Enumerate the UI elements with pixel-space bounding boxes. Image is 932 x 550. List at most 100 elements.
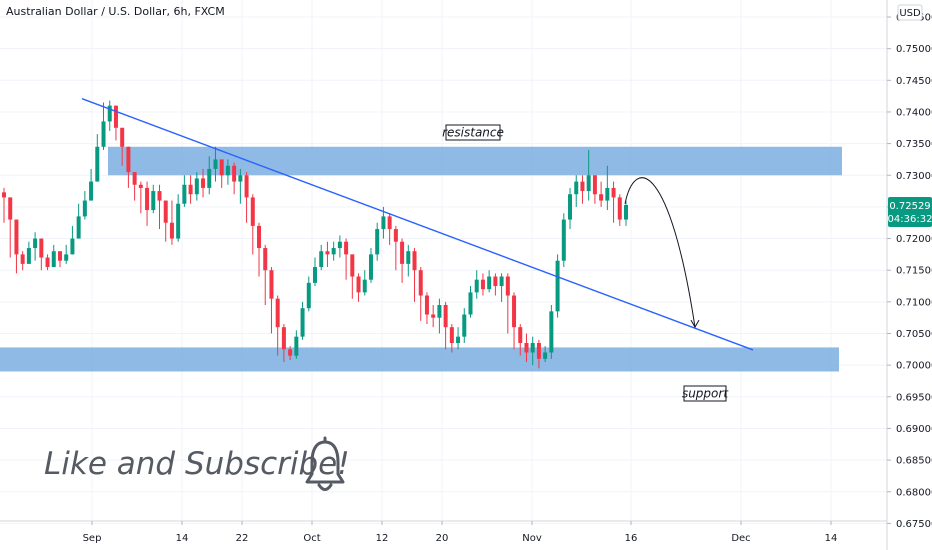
price-tick-label: 0.67500: [896, 519, 932, 530]
candle-body: [313, 267, 317, 283]
candle-body: [250, 197, 255, 226]
candle-body: [368, 254, 373, 280]
candle-body: [549, 311, 554, 353]
time-tick-label: Oct: [303, 533, 320, 544]
candle-body: [8, 197, 13, 220]
candle-body: [344, 241, 349, 255]
chart-grid: [0, 0, 887, 524]
candle-body: [381, 216, 386, 230]
candle-body: [319, 251, 324, 268]
candle-body: [169, 222, 174, 239]
time-tick-label: 16: [625, 533, 638, 544]
candle-body: [76, 216, 81, 239]
support-label: support: [682, 387, 729, 401]
time-axis[interactable]: Sep 14 22 Oct 12 20 Nov 16 Dec 14: [83, 521, 838, 544]
candle-body: [375, 229, 380, 255]
candle-body: [518, 327, 523, 343]
candle-body: [456, 336, 461, 343]
candle-body: [213, 159, 218, 169]
candlestick-series: [2, 100, 628, 369]
chart-title: Australian Dollar / U.S. Dollar, 6h, FXC…: [6, 5, 225, 18]
candle-body: [592, 175, 597, 195]
candle-body: [33, 238, 38, 249]
candle-body: [536, 342, 541, 359]
candle-body: [281, 327, 286, 350]
candle-body: [14, 219, 19, 255]
candle-body: [2, 192, 6, 198]
candle-body: [437, 305, 442, 318]
candle-body: [232, 165, 237, 182]
time-tick-label: 14: [825, 533, 838, 544]
candle-body: [194, 178, 199, 195]
candle-body: [151, 191, 156, 211]
candle-body: [275, 298, 280, 328]
candle-body: [561, 219, 566, 261]
resistance-label-box: [445, 124, 501, 141]
candle-body: [443, 305, 448, 328]
candle-body: [113, 105, 118, 128]
last-price-value: 0.72529: [889, 201, 930, 212]
candle-body: [356, 276, 361, 293]
candle-body: [412, 251, 417, 271]
candle-body: [580, 181, 585, 192]
price-axis[interactable]: 0.755000.750000.745000.740000.735000.730…: [887, 13, 932, 530]
bell-icon[interactable]: [305, 436, 345, 491]
trendline: [81, 98, 754, 351]
candle-body: [555, 260, 560, 312]
candle-body: [393, 229, 398, 242]
candle-body: [406, 251, 411, 264]
resistance-zone: [108, 146, 842, 176]
candle-body: [294, 336, 299, 356]
promo-text: Like and Subscribe!: [44, 446, 350, 482]
candle-body: [474, 279, 479, 293]
candle-body: [244, 175, 249, 198]
time-tick-label: 12: [376, 533, 389, 544]
projection-arrowhead: [690, 319, 700, 329]
candle-body: [499, 276, 504, 287]
candle-body: [449, 327, 454, 343]
candle-body: [617, 197, 622, 220]
time-tick-label: Sep: [83, 533, 102, 544]
candle-body: [82, 200, 87, 217]
candle-body: [468, 292, 473, 315]
candle-body: [530, 342, 535, 353]
currency-label: USD: [899, 8, 921, 19]
candle-body: [39, 238, 44, 258]
candle-body: [424, 295, 429, 315]
candle-body: [493, 276, 498, 287]
candle-body: [306, 282, 311, 309]
candle-body: [505, 276, 510, 296]
candle-body: [288, 349, 293, 356]
projection-arrow: [624, 177, 696, 328]
candle-body: [512, 295, 517, 328]
candle-body: [157, 191, 162, 201]
candle-body: [543, 352, 548, 359]
drawing-lines[interactable]: [81, 98, 754, 351]
candle-body: [101, 121, 106, 147]
candle-body: [126, 146, 131, 173]
candle-body: [95, 146, 100, 182]
candle-body: [219, 159, 224, 176]
candle-body: [182, 184, 187, 204]
countdown-timer: 04:36:32: [888, 214, 932, 225]
candle-body: [64, 254, 69, 261]
candle-body: [574, 181, 579, 195]
candle-body: [524, 342, 529, 353]
candle-body: [188, 184, 193, 195]
candle-body: [350, 254, 355, 277]
candle-body: [107, 105, 112, 122]
time-tick-label: Dec: [731, 533, 750, 544]
candle-body: [51, 251, 56, 268]
time-tick-label: 14: [176, 533, 189, 544]
candle-body: [599, 194, 604, 201]
candle-body: [300, 308, 305, 337]
currency-badge[interactable]: [897, 4, 923, 21]
candle-body: [263, 248, 268, 271]
